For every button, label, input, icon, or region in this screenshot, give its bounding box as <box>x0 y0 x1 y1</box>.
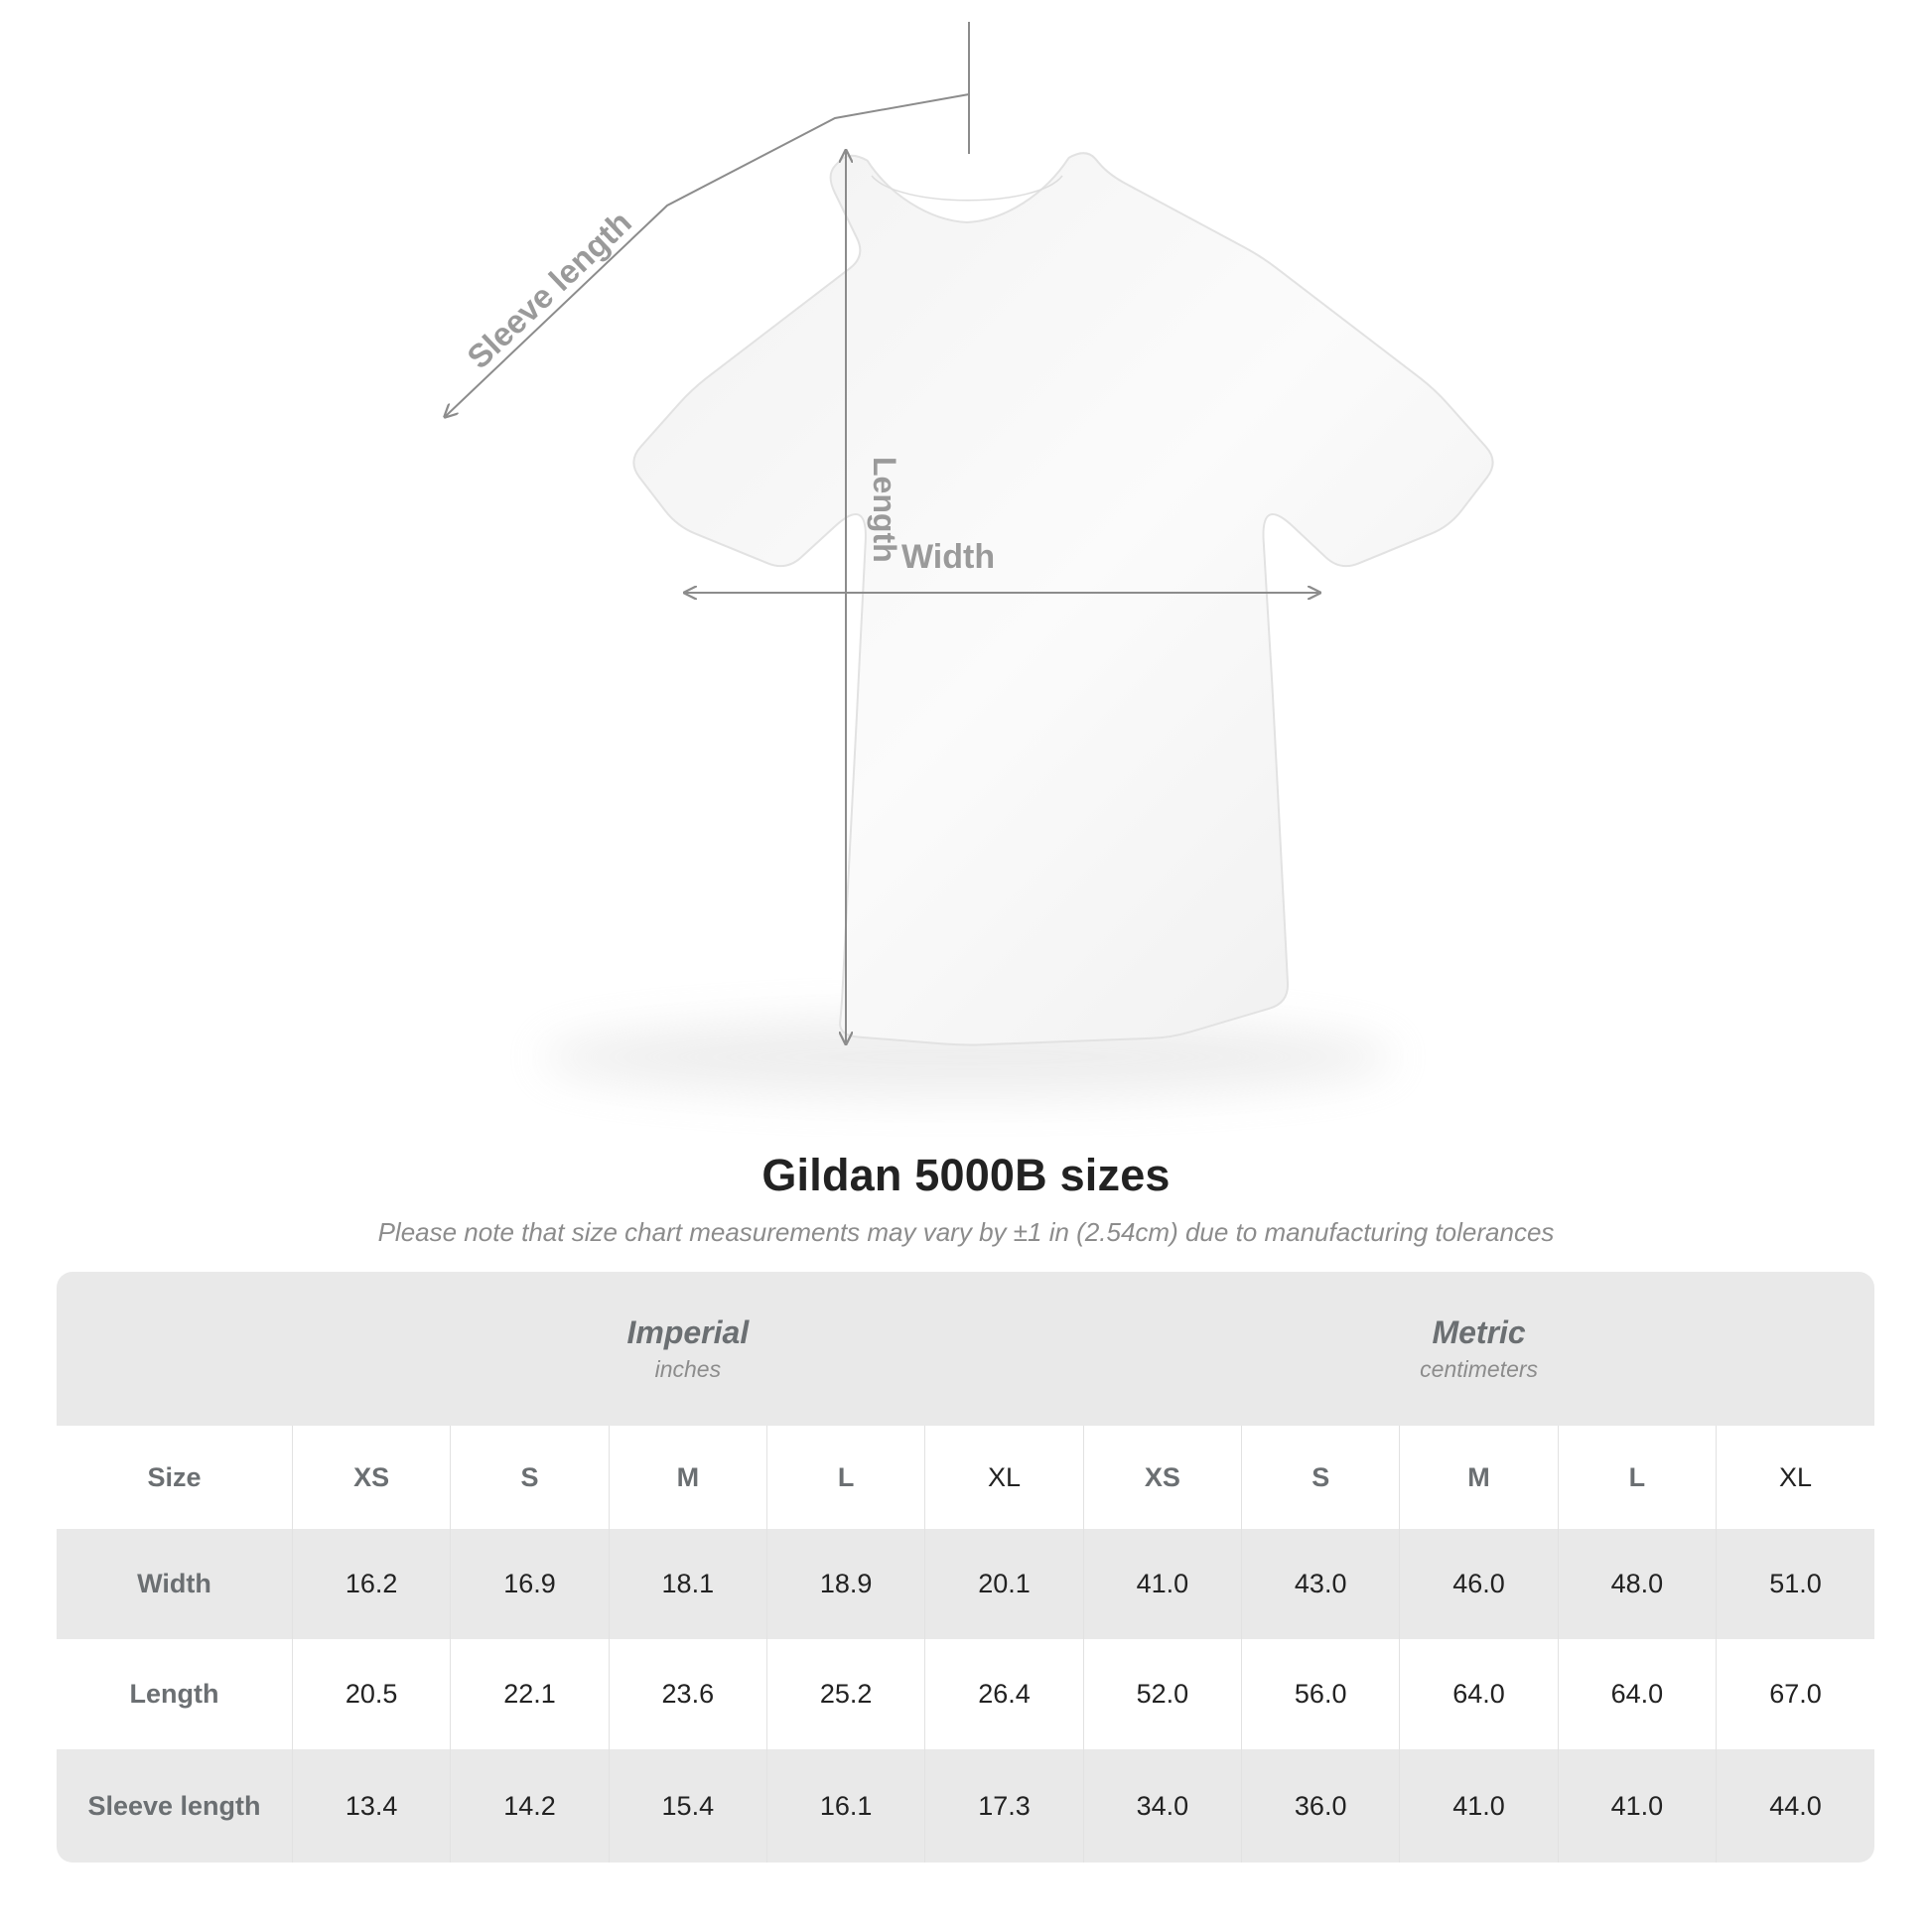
svg-text:Width: Width <box>901 538 995 576</box>
svg-text:Sleeve length: Sleeve length <box>460 204 638 375</box>
svg-text:Length: Length <box>867 457 902 563</box>
